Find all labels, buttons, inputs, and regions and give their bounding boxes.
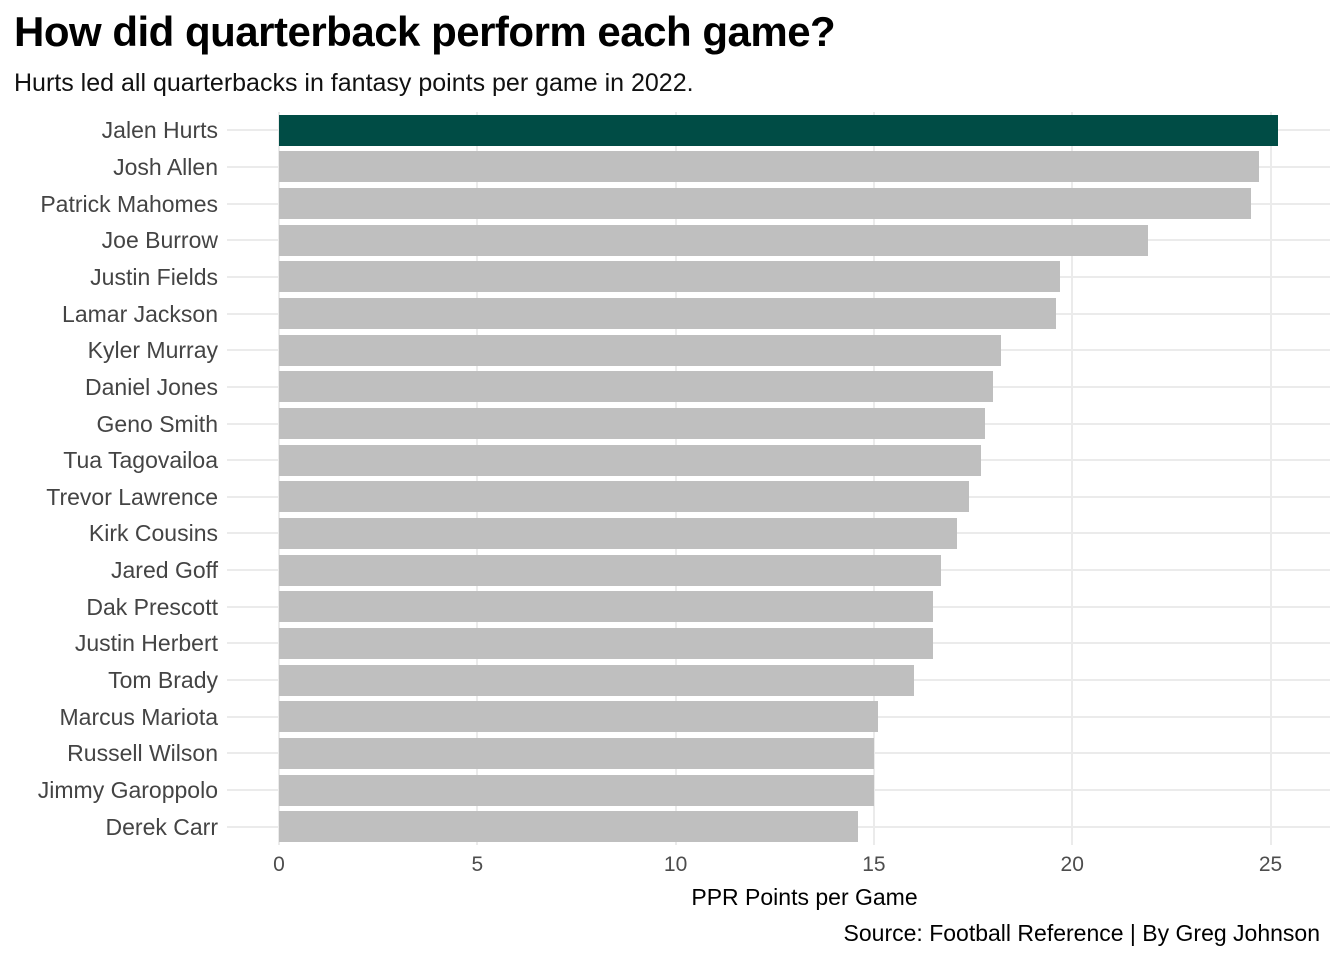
v-gridline	[1269, 112, 1272, 845]
y-axis-label: Lamar Jackson	[62, 300, 218, 327]
y-axis-label: Geno Smith	[96, 410, 218, 437]
bar	[279, 701, 878, 733]
y-axis-labels: Jalen Hurts Josh Allen Patrick Mahomes Joe …	[0, 0, 218, 960]
bar	[279, 774, 874, 806]
y-axis-label: Josh Allen	[113, 153, 218, 180]
y-axis-label: Derek Carr	[105, 813, 218, 840]
bar	[279, 811, 859, 843]
bar	[279, 151, 1259, 183]
x-tick-label: 5	[471, 853, 484, 876]
x-tick-label: 20	[1060, 853, 1084, 876]
y-axis-label: Jalen Hurts	[101, 117, 218, 144]
y-axis-label: Marcus Mariota	[59, 703, 218, 730]
bar	[279, 591, 934, 623]
chart-panel	[278, 112, 1330, 845]
bar	[279, 188, 1251, 220]
x-axis-title: PPR Points per Game	[691, 884, 918, 910]
y-axis-label: Daniel Jones	[85, 373, 218, 400]
bar	[279, 371, 993, 403]
bar	[279, 408, 985, 440]
bar	[279, 298, 1057, 330]
y-axis-label: Patrick Mahomes	[40, 190, 218, 217]
bar	[279, 481, 970, 513]
y-axis-label: Tua Tagovailoa	[63, 447, 218, 474]
source-caption: Source: Football Reference | By Greg Joh…	[843, 920, 1320, 946]
v-gridline	[674, 112, 677, 845]
y-axis-label: Russell Wilson	[67, 740, 218, 767]
y-axis-label: Joe Burrow	[101, 227, 218, 254]
v-gridline	[278, 112, 280, 845]
bar	[279, 737, 874, 769]
x-tick-label: 0	[273, 853, 285, 876]
x-tick-label: 25	[1258, 853, 1283, 876]
y-axis-label: Jared Goff	[111, 557, 218, 584]
y-axis-label: Justin Fields	[90, 263, 218, 290]
chart-subtitle: Hurts led all quarterbacks in fantasy po…	[14, 69, 694, 97]
bar	[279, 114, 1279, 146]
y-axis-label: Dak Prescott	[86, 593, 218, 620]
bar	[279, 334, 1001, 366]
y-axis-label: Trevor Lawrence	[46, 483, 218, 510]
bar	[279, 261, 1061, 293]
x-tick-label: 15	[862, 853, 886, 876]
y-axis-label: Jimmy Garoppolo	[37, 777, 218, 804]
bar	[279, 554, 942, 586]
y-axis-label: Kirk Cousins	[88, 520, 218, 547]
bar	[279, 224, 1148, 256]
y-axis-label: Tom Brady	[108, 667, 218, 694]
bar	[279, 444, 981, 476]
y-axis-label: Justin Herbert	[74, 630, 218, 657]
v-gridline	[476, 112, 479, 845]
bar	[279, 517, 958, 549]
v-gridline	[1071, 112, 1074, 845]
x-tick-label: 10	[663, 853, 688, 876]
y-axis-label: Kyler Murray	[87, 337, 218, 364]
v-gridline	[872, 112, 875, 845]
chart-title: How did quarterback perform each game?	[14, 8, 836, 55]
bar	[279, 664, 914, 696]
bar	[279, 627, 934, 659]
